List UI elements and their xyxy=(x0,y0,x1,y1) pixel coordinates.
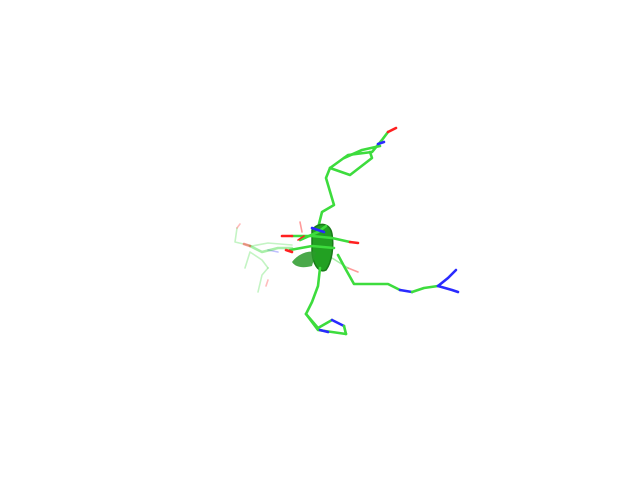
faded-nitrogen-a xyxy=(267,249,279,253)
faded-oxygen-c xyxy=(299,221,303,233)
his-stem xyxy=(304,266,322,316)
tyrosine-sidechain[interactable] xyxy=(316,126,398,230)
his-ne2 xyxy=(318,328,330,334)
faded-chain-c xyxy=(257,267,269,293)
arg-ne xyxy=(398,288,414,294)
arg-cz xyxy=(410,284,440,294)
tyr-nitrogen xyxy=(376,140,386,146)
tyr-ring-inner xyxy=(342,144,382,160)
tyr-ring-lower xyxy=(328,150,374,177)
backbone-trace-b xyxy=(288,244,336,252)
ser-stem xyxy=(248,244,294,254)
arg-nh2 xyxy=(436,284,460,294)
arg-nh1 xyxy=(436,268,458,288)
faded-oxygen-b xyxy=(265,279,269,287)
tyr-hydroxyl xyxy=(386,126,398,134)
carbonyl-oxygen-d xyxy=(297,235,305,241)
backbone-trace-a xyxy=(290,234,352,244)
his-nd1 xyxy=(330,318,346,328)
faded-oxygen-d xyxy=(347,267,359,273)
faded-chain-a xyxy=(234,227,293,247)
cartoon-strand xyxy=(292,251,316,268)
faded-chain-b xyxy=(244,251,269,269)
ser-hydroxyl xyxy=(242,242,252,248)
arginine-sidechain[interactable] xyxy=(336,253,460,294)
backbone-nitrogen xyxy=(310,226,326,234)
carbonyl-oxygen-b xyxy=(348,240,360,245)
faded-residues xyxy=(234,221,359,293)
backbone-trace-c xyxy=(298,224,328,242)
arg-stem xyxy=(336,253,402,292)
carbonyl-oxygen-c xyxy=(284,248,294,254)
tyr-ring-upper xyxy=(328,130,390,170)
histidine-sidechain[interactable] xyxy=(304,266,348,336)
backbone-core[interactable] xyxy=(280,223,360,272)
tyr-stem xyxy=(316,166,336,230)
his-ring-bottom xyxy=(304,312,348,336)
serine-sidechain[interactable] xyxy=(242,242,294,254)
faded-oxygen-a xyxy=(236,223,241,229)
